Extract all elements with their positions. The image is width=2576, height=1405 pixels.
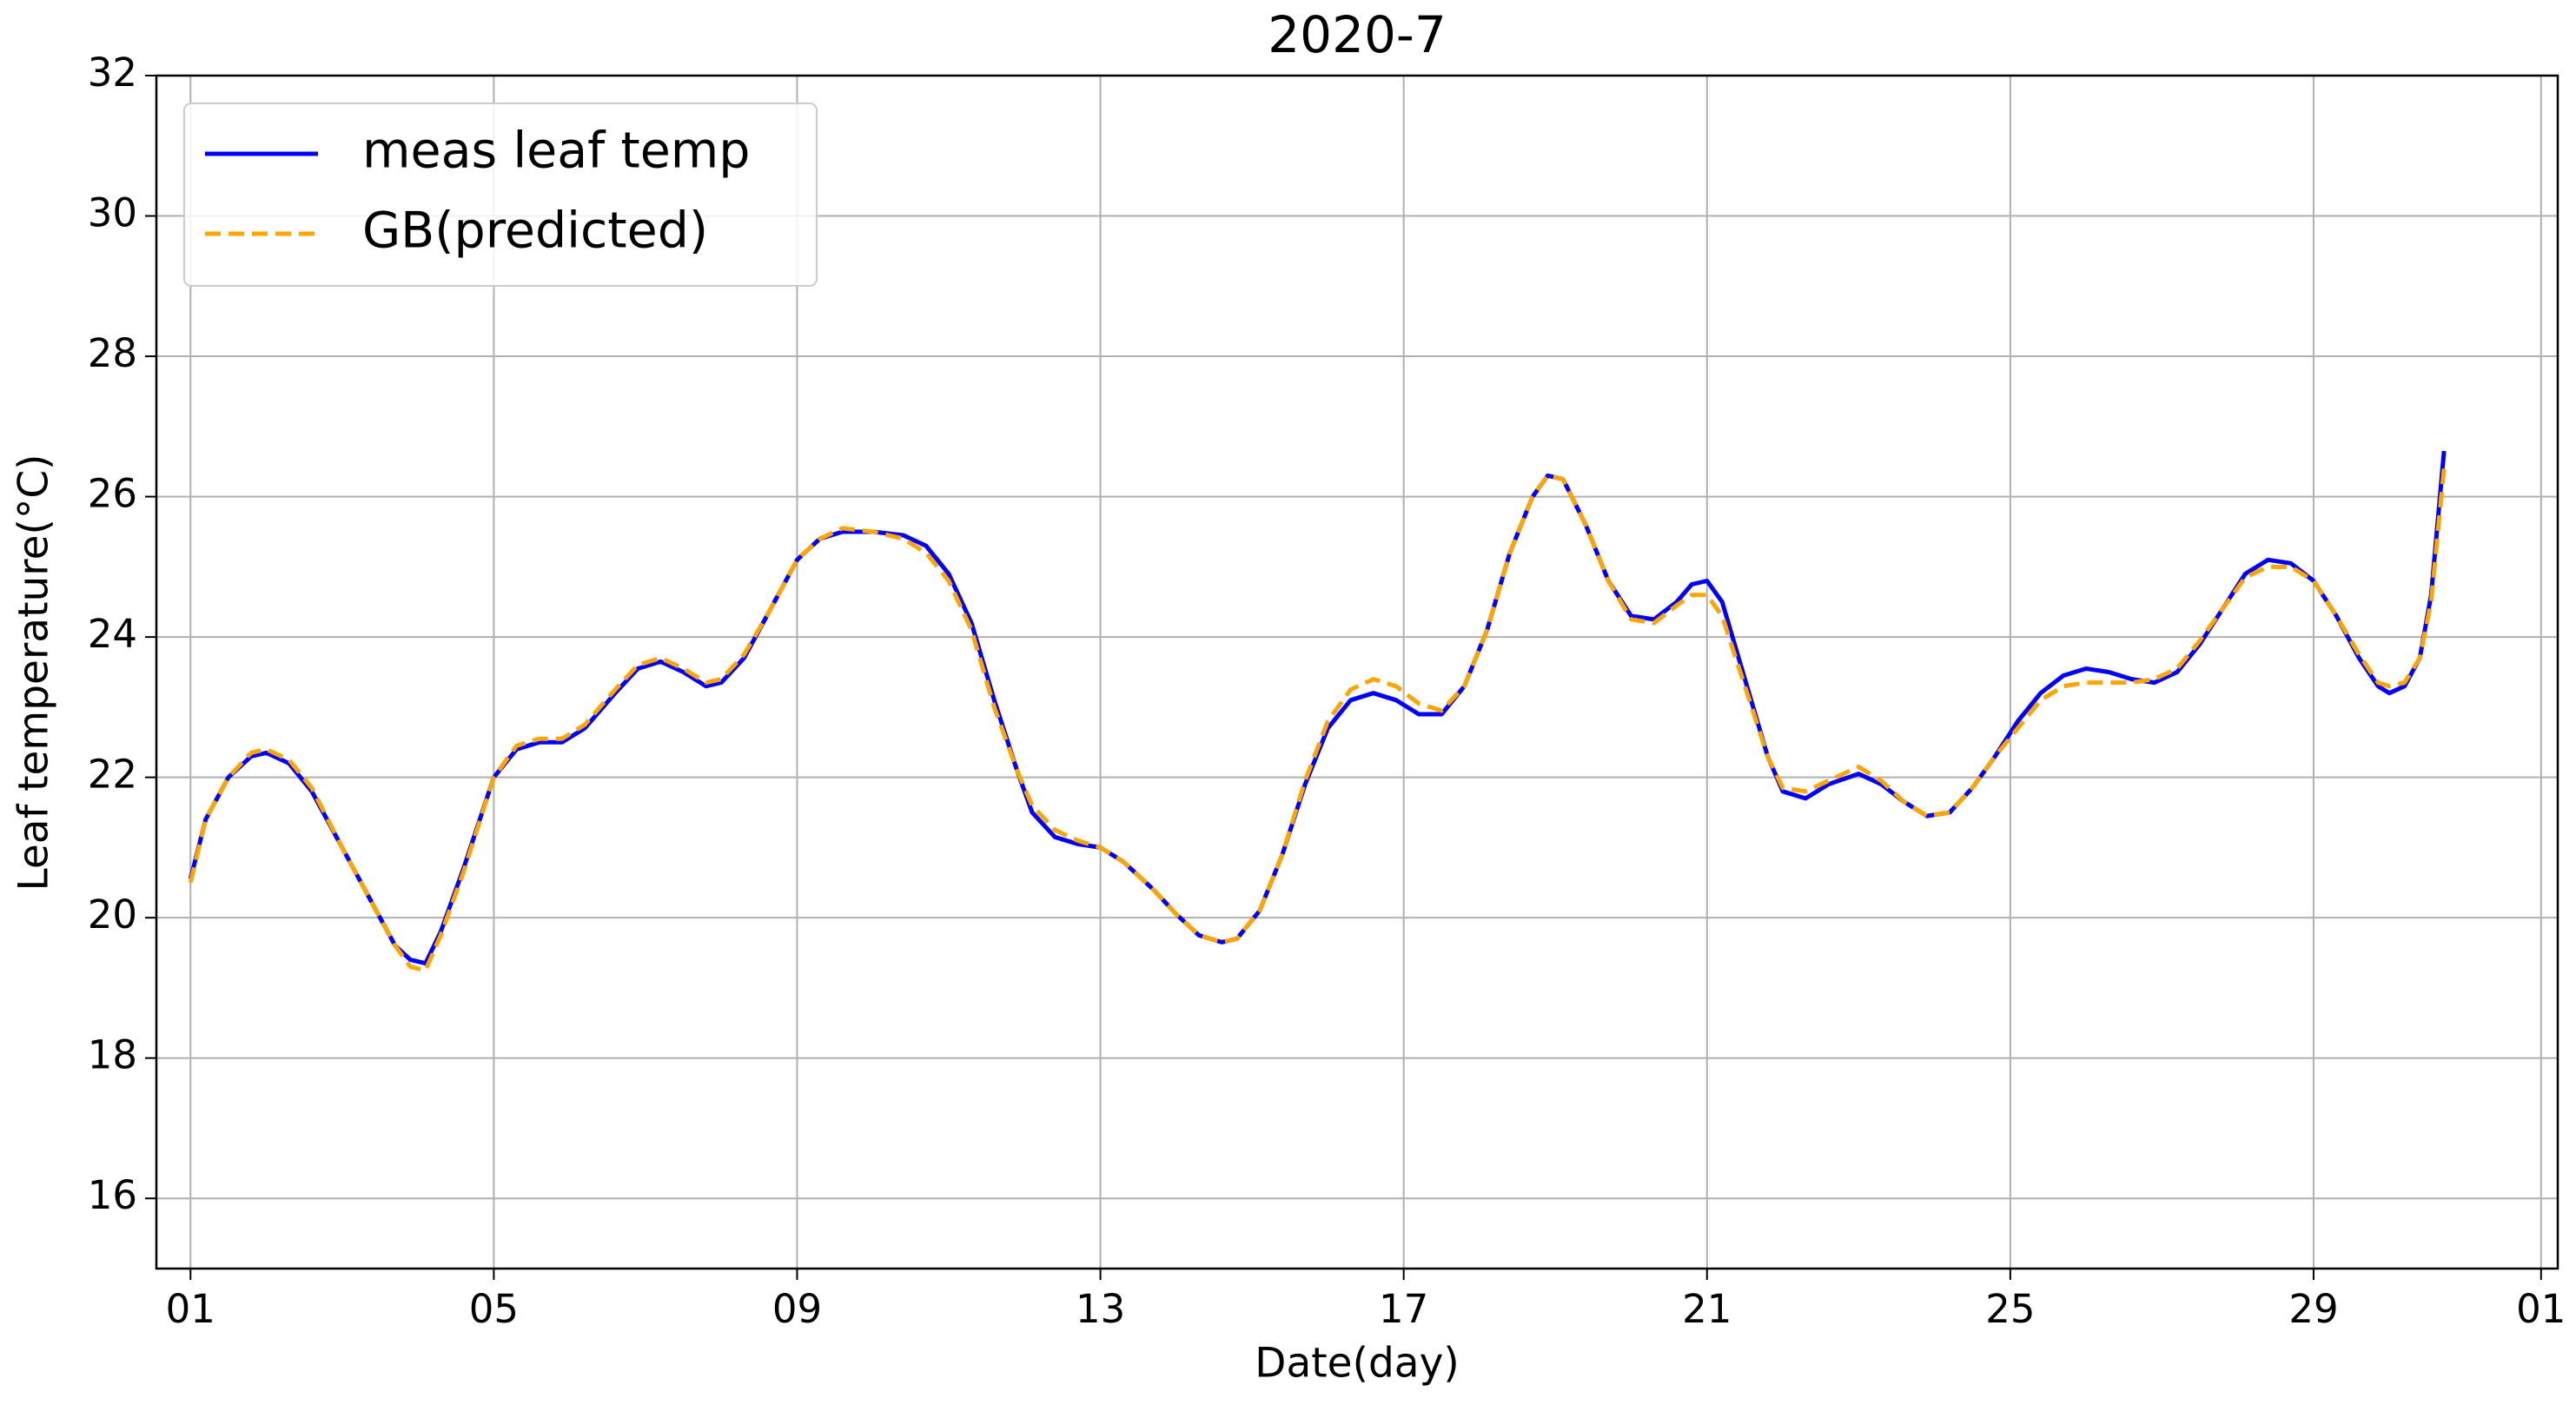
y-tick-label: 18 [88, 1032, 137, 1078]
x-tick-label: 09 [772, 1286, 822, 1332]
y-tick-label: 32 [88, 50, 137, 96]
data-line [188, 450, 2447, 966]
x-tick-label: 01 [2516, 1286, 2566, 1332]
legend-label: GB(predicted) [362, 202, 708, 260]
y-axis-label: Leaf temperature(°C) [10, 454, 58, 891]
x-tick-label: 13 [1076, 1286, 1125, 1332]
x-tick-label: 29 [2288, 1286, 2338, 1332]
x-tick-label: 21 [1682, 1286, 1732, 1332]
x-tick-label: 17 [1379, 1286, 1428, 1332]
y-tick-label: 20 [88, 891, 137, 938]
y-tick-label: 26 [88, 471, 137, 517]
x-axis-label: Date(day) [1255, 1340, 1459, 1388]
legend: meas leaf temp GB(predicted) [183, 103, 818, 287]
y-tick-label: 30 [88, 190, 137, 236]
y-tick-label: 22 [88, 752, 137, 798]
y-tick-label: 16 [88, 1172, 137, 1218]
plot-frame [155, 74, 2559, 1270]
chart-title: 2020-7 [1268, 5, 1446, 64]
legend-box [183, 103, 818, 287]
y-tick-label: 24 [88, 611, 137, 657]
x-tick-label: 25 [1985, 1286, 2035, 1332]
x-tick-label: 01 [166, 1286, 215, 1332]
legend-label: meas leaf temp [362, 123, 750, 180]
y-tick-label: 28 [88, 330, 137, 376]
data-line [188, 468, 2447, 973]
x-tick-label: 05 [469, 1286, 519, 1332]
